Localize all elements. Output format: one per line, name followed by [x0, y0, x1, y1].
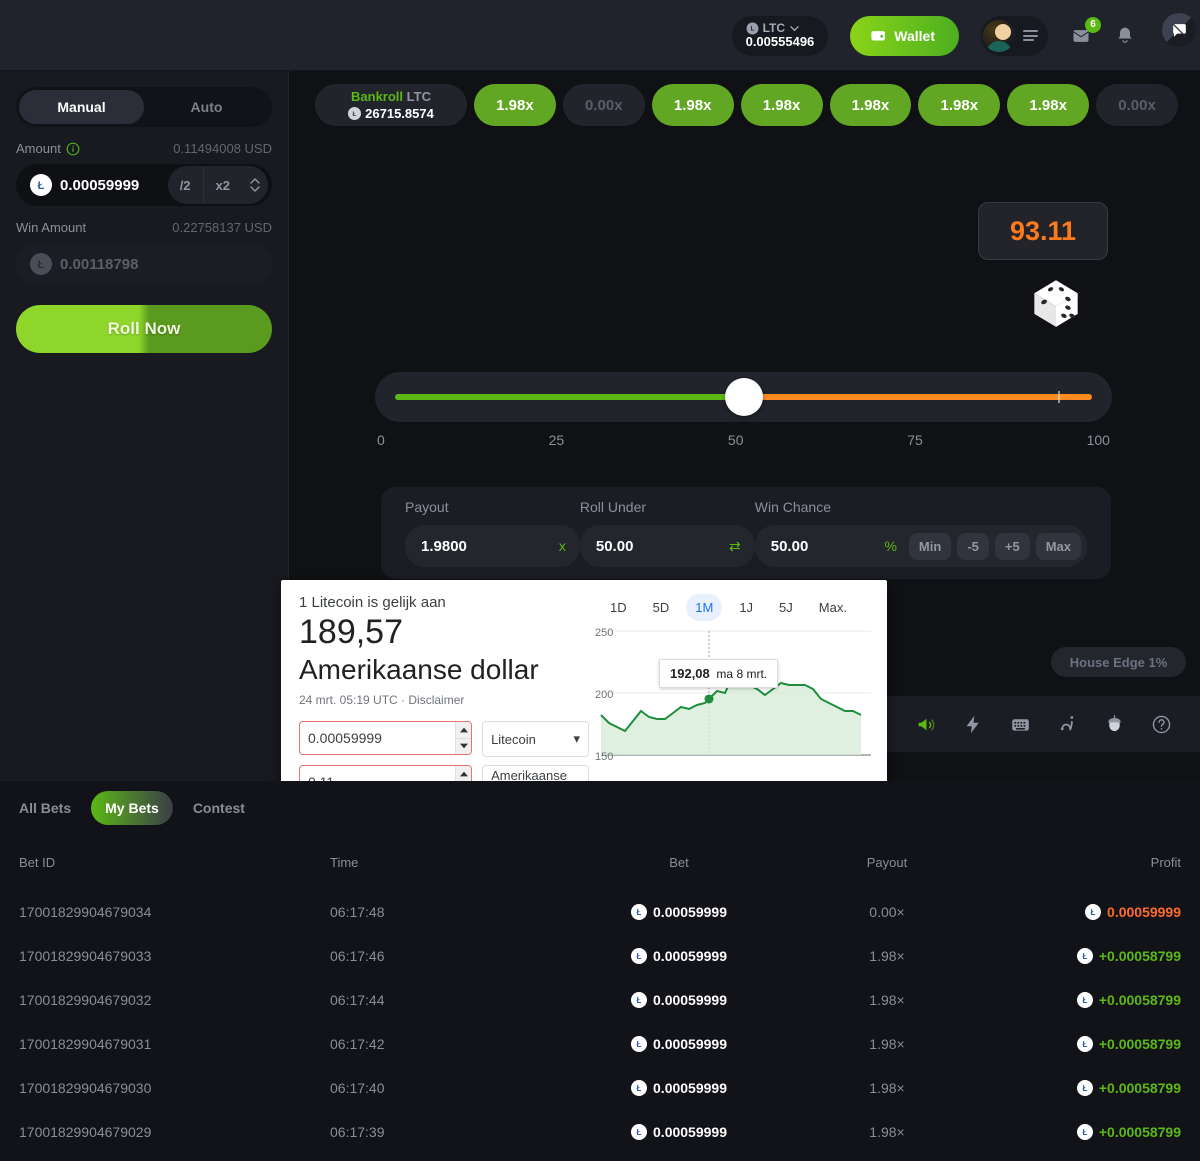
svg-text:Ł: Ł — [637, 1084, 642, 1093]
svg-text:L: L — [750, 26, 754, 33]
svg-text:Ł: Ł — [1082, 1084, 1087, 1093]
svg-text:Ł: Ł — [1091, 908, 1096, 917]
svg-text:Ł: Ł — [1082, 952, 1087, 961]
svg-text:Ł: Ł — [637, 1128, 642, 1137]
svg-text:Ł: Ł — [637, 908, 642, 917]
svg-text:Ł: Ł — [1082, 1040, 1087, 1049]
svg-text:Ł: Ł — [38, 259, 45, 271]
svg-text:Ł: Ł — [353, 111, 357, 118]
svg-text:Ł: Ł — [637, 952, 642, 961]
svg-text:Ł: Ł — [637, 1040, 642, 1049]
svg-text:Ł: Ł — [38, 180, 45, 192]
svg-text:Ł: Ł — [1082, 1128, 1087, 1137]
svg-text:Ł: Ł — [1082, 996, 1087, 1005]
svg-text:Ł: Ł — [637, 996, 642, 1005]
